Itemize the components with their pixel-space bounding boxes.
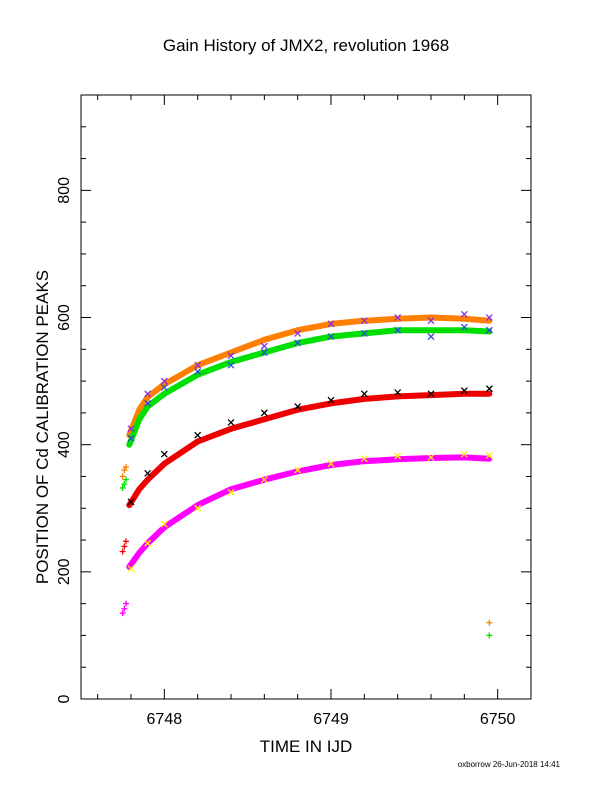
data-point-blue <box>144 399 152 407</box>
data-point-yellow <box>427 453 435 461</box>
data-point-orange <box>119 473 126 480</box>
data-point-green <box>486 632 493 639</box>
data-point-green <box>123 476 129 483</box>
data-point-black <box>194 431 202 439</box>
data-point-orange <box>121 467 128 474</box>
data-point-black <box>460 387 468 395</box>
data-point-purple <box>294 329 302 337</box>
data-point-blue <box>127 434 135 442</box>
y-tick-label: 400 <box>56 431 73 458</box>
data-point-yellow <box>260 476 268 484</box>
x-tick-label: 6750 <box>480 711 516 728</box>
y-tick-label: 0 <box>56 694 73 703</box>
data-point-yellow <box>360 455 368 463</box>
data-point-blue <box>327 333 335 341</box>
chart-title: Gain History of JMX2, revolution 1968 <box>162 36 450 55</box>
data-point-yellow <box>160 520 168 528</box>
data-point-blue <box>460 323 468 331</box>
footer-timestamp: oxborrow 26-Jun-2018 14:41 <box>457 760 560 769</box>
data-point-yellow <box>194 504 202 512</box>
y-tick-label: 800 <box>56 177 73 204</box>
plot-frame <box>80 94 532 700</box>
data-point-yellow <box>144 539 152 547</box>
data-point-blue <box>260 349 268 356</box>
data-point-black <box>485 385 493 393</box>
data-point-black <box>127 498 135 506</box>
data-point-purple <box>260 342 268 350</box>
y-tick-label: 200 <box>56 558 73 585</box>
data-point-purple <box>485 314 493 321</box>
data-point-black <box>144 469 152 477</box>
x-tick-label: 6749 <box>313 711 349 728</box>
data-point-blue <box>294 339 302 347</box>
data-point-orange <box>123 463 129 470</box>
data-point-yellow <box>294 466 302 474</box>
data-point-purple <box>460 310 468 318</box>
data-point-magenta <box>119 610 126 617</box>
y-tick-label: 600 <box>56 304 73 331</box>
x-axis-label: TIME IN IJD <box>260 737 353 756</box>
data-point-black <box>160 450 168 458</box>
fit-curve-red <box>126 390 493 509</box>
data-point-yellow <box>327 460 335 468</box>
data-point-blue <box>194 368 202 376</box>
data-point-red <box>123 538 129 545</box>
data-point-purple <box>160 377 168 385</box>
data-point-yellow <box>127 565 135 573</box>
axis-ticks: 6748 6749 6750 0 200 400 600 800 <box>56 94 532 728</box>
data-point-blue <box>394 326 402 334</box>
data-point-blue <box>427 333 435 341</box>
data-point-black <box>327 396 335 404</box>
data-point-purple <box>360 317 368 325</box>
data-point-blue <box>227 361 235 369</box>
data-point-black <box>294 403 302 410</box>
data-point-purple <box>194 361 202 369</box>
plot-border <box>80 94 532 700</box>
data-point-black <box>260 409 268 417</box>
data-point-blue <box>160 384 168 391</box>
data-point-blue <box>485 326 493 334</box>
data-point-black <box>427 390 435 398</box>
fit-curve-orange <box>126 314 493 439</box>
data-point-purple <box>427 317 435 325</box>
y-axis-label: POSITION OF Cd CALIBRATION PEAKS <box>33 270 52 584</box>
data-point-yellow <box>485 452 493 459</box>
data-point-purple <box>127 425 135 433</box>
data-point-purple <box>394 314 402 321</box>
data-point-red <box>119 548 126 555</box>
data-point-purple <box>227 352 235 360</box>
data-point-blue <box>360 329 368 337</box>
data-point-black <box>394 389 402 397</box>
data-point-black <box>227 418 235 426</box>
data-point-yellow <box>460 450 468 458</box>
data-point-magenta <box>121 605 128 612</box>
data-point-red <box>121 543 128 550</box>
x-tick-label: 6748 <box>147 711 183 728</box>
fit-curves <box>126 314 493 570</box>
data-point-purple <box>327 320 335 328</box>
data-point-magenta <box>123 600 129 607</box>
data-point-yellow <box>227 488 235 496</box>
fit-curve-magenta <box>126 454 493 570</box>
fit-curve-green <box>126 327 493 448</box>
data-point-black <box>360 390 368 398</box>
data-points <box>119 310 493 639</box>
data-point-green <box>121 481 128 488</box>
data-point-orange <box>486 619 493 626</box>
data-point-yellow <box>394 452 402 460</box>
data-point-green <box>119 484 126 491</box>
data-point-purple <box>144 390 152 398</box>
